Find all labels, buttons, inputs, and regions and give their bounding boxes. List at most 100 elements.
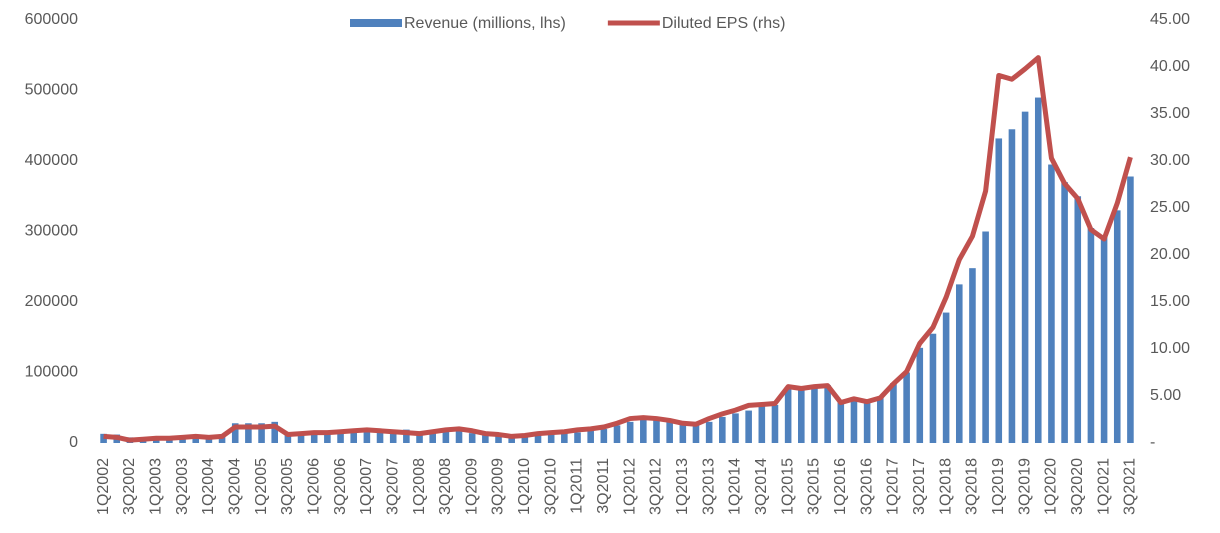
- bar: [310, 433, 318, 443]
- y-tick-label: 100000: [25, 364, 78, 381]
- y2-tick-label: 25.00: [1150, 199, 1190, 216]
- y-tick-label: 400000: [25, 152, 78, 169]
- x-tick-label: 1Q2019: [990, 458, 1007, 515]
- bar: [666, 421, 673, 443]
- x-tick-label: 1Q2012: [621, 458, 638, 515]
- bar: [1087, 227, 1095, 443]
- y2-tick-label: 35.00: [1150, 105, 1190, 122]
- bar: [192, 437, 200, 443]
- y-tick-label: 0: [69, 434, 78, 451]
- bar: [574, 432, 581, 443]
- bar: [798, 389, 805, 443]
- bar: [732, 413, 739, 443]
- x-tick-label: 1Q2018: [937, 458, 954, 515]
- bar: [837, 400, 845, 443]
- y2-tick-label: 30.00: [1150, 152, 1190, 169]
- bar: [482, 435, 489, 443]
- bar: [1074, 196, 1082, 443]
- bar: [955, 284, 963, 443]
- bar: [1113, 210, 1121, 443]
- x-tick-label: 3Q2014: [753, 458, 770, 515]
- bar: [692, 423, 700, 443]
- bar: [1021, 111, 1029, 444]
- x-tick-label: 3Q2015: [806, 458, 823, 515]
- bar: [403, 429, 410, 443]
- bar: [995, 138, 1003, 443]
- x-tick-label: 1Q2021: [1095, 458, 1112, 515]
- bar: [745, 410, 752, 443]
- bar: [521, 435, 529, 443]
- x-tick-label: 3Q2003: [174, 458, 191, 515]
- bar: [587, 431, 594, 443]
- x-tick-label: 3Q2011: [595, 458, 612, 514]
- x-tick-label: 3Q2020: [1069, 458, 1086, 515]
- x-tick-label: 3Q2007: [384, 458, 401, 515]
- bar: [271, 421, 279, 443]
- bar: [205, 437, 213, 443]
- bar: [811, 386, 818, 443]
- bar: [719, 416, 726, 443]
- x-tick-label: 1Q2013: [674, 458, 691, 515]
- x-tick-label: 1Q2017: [885, 458, 902, 515]
- x-tick-label: 3Q2021: [1122, 458, 1139, 515]
- bar: [429, 432, 436, 443]
- x-tick-label: 1Q2008: [411, 458, 428, 515]
- x-tick-label: 1Q2014: [727, 458, 744, 515]
- y2-tick-label: 10.00: [1150, 340, 1190, 357]
- y2-tick-label: 40.00: [1150, 58, 1190, 75]
- bar: [284, 434, 292, 443]
- y2-tick-label: 20.00: [1150, 246, 1190, 263]
- bar: [942, 312, 950, 443]
- bar: [468, 433, 476, 443]
- bar: [455, 431, 463, 443]
- x-tick-label: 3Q2009: [490, 458, 507, 515]
- legend-label: Diluted EPS (rhs): [662, 15, 786, 32]
- bar: [916, 347, 924, 443]
- bar: [389, 429, 397, 443]
- x-tick-label: 1Q2004: [200, 458, 217, 515]
- bar: [363, 428, 371, 443]
- bar: [640, 419, 647, 443]
- x-tick-label: 1Q2003: [147, 458, 164, 515]
- x-tick-label: 1Q2002: [95, 458, 112, 515]
- y-tick-label: 600000: [25, 11, 78, 28]
- bar: [982, 231, 989, 443]
- y2-tick-label: 45.00: [1150, 11, 1190, 28]
- x-tick-label: 3Q2018: [964, 458, 981, 515]
- bar: [337, 433, 344, 443]
- bar: [903, 372, 910, 443]
- x-tick-label: 1Q2020: [1043, 458, 1060, 515]
- x-tick-label: 1Q2015: [779, 458, 796, 515]
- bar: [679, 423, 687, 443]
- x-tick-label: 3Q2005: [279, 458, 296, 515]
- x-tick-label: 3Q2008: [437, 458, 454, 515]
- bar: [784, 388, 792, 443]
- x-tick-label: 3Q2013: [700, 458, 717, 515]
- x-tick-label: 3Q2017: [911, 458, 928, 515]
- bar: [626, 421, 634, 443]
- x-tick-label: 3Q2012: [648, 458, 665, 515]
- line: [103, 55, 1133, 443]
- bar: [969, 268, 976, 443]
- bar: [929, 333, 937, 443]
- bar: [231, 423, 239, 443]
- bar: [416, 433, 423, 443]
- bar: [1048, 164, 1055, 443]
- x-tick-label: 3Q2002: [121, 458, 138, 515]
- bar: [771, 404, 779, 443]
- bar: [534, 434, 542, 443]
- bar: [245, 423, 252, 443]
- x-tick-label: 1Q2006: [305, 458, 322, 515]
- bar: [863, 400, 871, 443]
- bar: [547, 433, 555, 443]
- legend-label: Revenue (millions, lhs): [404, 15, 566, 32]
- bar: [442, 431, 450, 443]
- bar: [850, 397, 858, 443]
- bar: [890, 383, 897, 443]
- bar: [376, 428, 384, 443]
- legend-swatch: [350, 19, 402, 27]
- x-tick-label: 3Q2010: [542, 458, 559, 515]
- bar: [218, 436, 226, 443]
- y-tick-label: 300000: [25, 223, 78, 240]
